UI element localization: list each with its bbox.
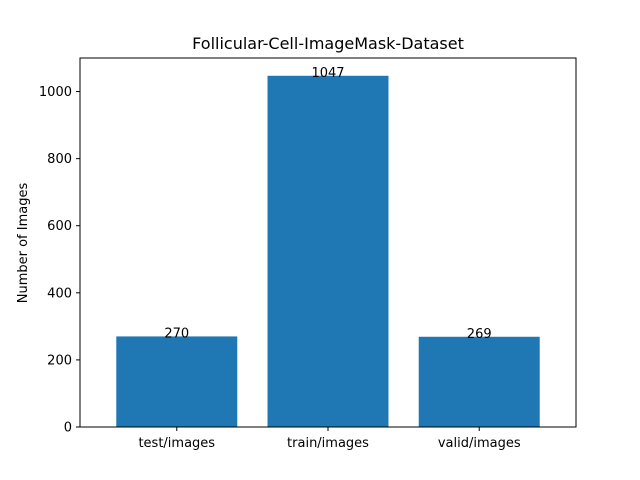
bars-group [116, 75, 540, 428]
x-tick-label: test/images [138, 436, 215, 451]
y-axis-label: Number of Images [16, 183, 31, 304]
y-tick-label: 400 [47, 286, 72, 301]
y-tick-label: 200 [47, 353, 72, 368]
bar [116, 336, 238, 427]
y-tick-label: 0 [64, 421, 72, 436]
plot-area-frame [79, 57, 577, 428]
data-labels-group: 270 1047 269 [164, 66, 491, 342]
bar [267, 75, 389, 428]
y-tick-label: 800 [47, 152, 72, 167]
y-tick-label: 600 [47, 219, 72, 234]
x-tick-label: valid/images [438, 436, 521, 451]
x-tick-label: train/images [287, 436, 369, 451]
y-tick-label: 1000 [39, 85, 72, 100]
bar-value-label: 270 [164, 326, 189, 341]
y-axis-ticks: 0 200 400 600 800 1000 [39, 85, 80, 436]
bar [418, 336, 540, 427]
chart-title: Follicular-Cell-ImageMask-Dataset [192, 34, 464, 53]
bar-value-label: 269 [467, 327, 492, 342]
bar-value-label: 1047 [311, 66, 344, 81]
x-axis-ticks: test/images train/images valid/images [138, 427, 521, 451]
